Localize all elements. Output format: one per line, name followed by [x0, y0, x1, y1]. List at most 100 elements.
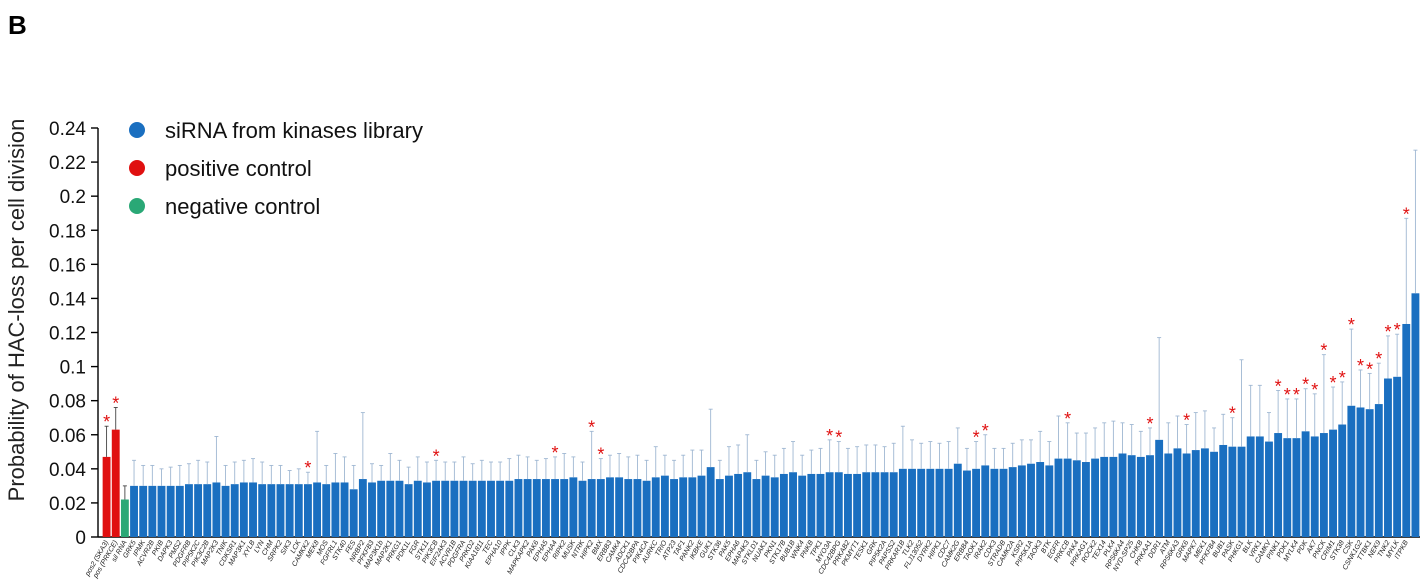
- bar: [1072, 460, 1081, 537]
- significance-star: *: [1293, 385, 1300, 405]
- bar: [642, 480, 651, 537]
- bar: [413, 480, 422, 537]
- bar: [487, 480, 495, 537]
- bar: [148, 485, 157, 537]
- bar: [1027, 463, 1035, 537]
- bar: [102, 456, 111, 537]
- bar: [679, 477, 688, 537]
- bar: [615, 477, 624, 537]
- significance-star: *: [112, 393, 119, 413]
- bar: [1319, 433, 1328, 537]
- bar: [496, 480, 505, 537]
- bar: [1310, 436, 1319, 537]
- bar: [1274, 433, 1283, 537]
- bar: [935, 468, 944, 537]
- bar: [1146, 455, 1154, 537]
- y-tick-label: 0.2: [60, 187, 86, 208]
- bar: [688, 477, 697, 537]
- bar: [1374, 404, 1383, 537]
- panel-label: B: [8, 10, 27, 40]
- bar: [1384, 378, 1392, 537]
- significance-star: *: [433, 446, 440, 466]
- significance-star: *: [1146, 414, 1153, 434]
- bar: [569, 477, 578, 537]
- bar: [1210, 451, 1218, 537]
- bar: [706, 467, 715, 537]
- bar: [185, 484, 193, 537]
- bar: [459, 480, 468, 537]
- y-tick-label: 0.24: [49, 119, 86, 140]
- bar: [514, 479, 523, 537]
- bar: [294, 484, 303, 537]
- bar: [422, 482, 431, 537]
- bar: [779, 473, 788, 537]
- bar: [1063, 458, 1072, 537]
- bar: [660, 475, 669, 537]
- bar: [230, 484, 239, 537]
- bar: [1164, 453, 1173, 537]
- bar: [825, 472, 834, 537]
- significance-star: *: [1357, 356, 1364, 376]
- significance-star: *: [1311, 380, 1318, 400]
- bar: [404, 484, 413, 537]
- bar: [926, 468, 935, 537]
- bar: [276, 484, 285, 537]
- bar: [111, 429, 120, 537]
- bar: [1109, 456, 1118, 537]
- bar: [1402, 323, 1411, 537]
- bar: [157, 485, 166, 537]
- legend-label: negative control: [165, 194, 320, 219]
- bar: [395, 480, 404, 537]
- bar: [953, 463, 962, 537]
- significance-star: *: [1366, 359, 1373, 379]
- y-tick-label: 0.14: [49, 289, 86, 310]
- bar: [624, 479, 633, 537]
- bar: [944, 468, 953, 537]
- bar: [221, 485, 230, 537]
- bar: [386, 480, 395, 537]
- bar: [990, 468, 999, 537]
- bar: [468, 480, 477, 537]
- legend-marker: [129, 160, 145, 176]
- bar: [175, 485, 184, 537]
- significance-star: *: [1394, 320, 1401, 340]
- bar: [752, 479, 761, 537]
- significance-star: *: [973, 428, 980, 448]
- y-tick-label: 0: [75, 528, 86, 549]
- significance-stars: **** **** * * ** * * ** * ** *** *** *** **: [103, 204, 1410, 478]
- bar: [853, 473, 862, 537]
- significance-star: *: [982, 421, 989, 441]
- bar: [304, 484, 312, 537]
- bar: [862, 472, 871, 537]
- bar: [844, 473, 852, 537]
- bar: [532, 479, 541, 537]
- y-tick-label: 0.02: [49, 494, 86, 515]
- bar: [267, 484, 276, 537]
- bar: [917, 468, 926, 537]
- legend-marker: [129, 198, 145, 214]
- significance-star: *: [1275, 376, 1282, 396]
- bar: [743, 472, 752, 537]
- bar: [578, 480, 587, 537]
- significance-star: *: [1284, 385, 1291, 405]
- bar: [1301, 431, 1310, 537]
- bar: [1127, 455, 1136, 537]
- bar: [349, 489, 358, 537]
- y-tick-label: 0.04: [49, 460, 86, 481]
- bar: [761, 475, 770, 537]
- significance-star: *: [1302, 375, 1309, 395]
- bar: [1118, 453, 1127, 537]
- bar: [523, 479, 532, 537]
- bar: [130, 485, 138, 537]
- legend: siRNA from kinases library positive contr…: [129, 118, 423, 219]
- bar: [331, 482, 340, 537]
- bar: [789, 472, 797, 537]
- bars: [102, 293, 1420, 537]
- y-tick-label: 0.06: [49, 426, 86, 447]
- y-tick-label: 0.22: [49, 153, 86, 174]
- significance-star: *: [1384, 322, 1391, 342]
- bar: [340, 482, 349, 537]
- bar: [1100, 456, 1109, 537]
- significance-star: *: [588, 417, 595, 437]
- bar: [889, 472, 898, 537]
